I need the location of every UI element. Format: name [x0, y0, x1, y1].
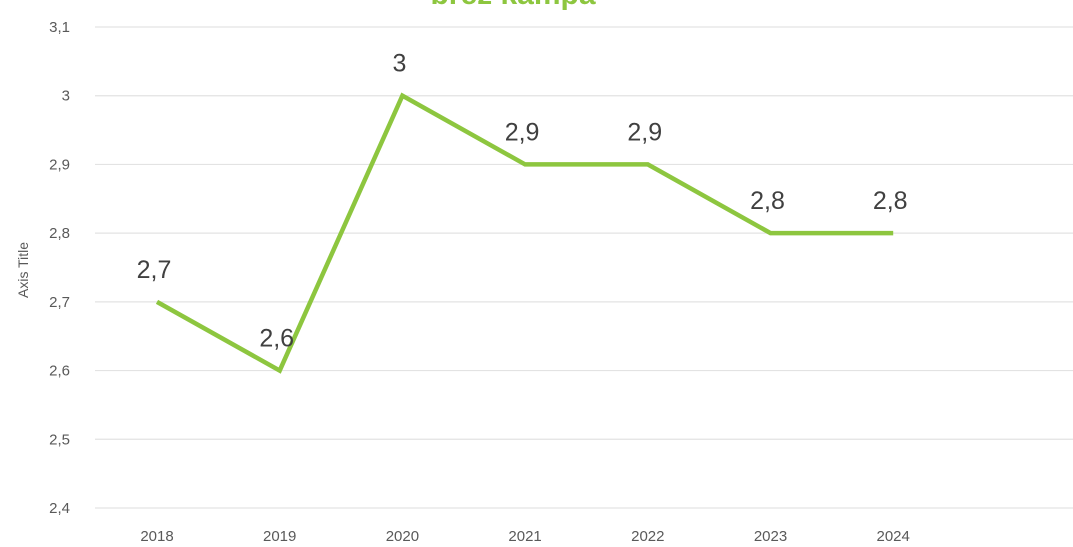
data-label: 2,8 — [750, 187, 785, 215]
y-tick-label: 3,1 — [49, 19, 70, 36]
y-tick-labels: 2,4 2,5 2,6 2,7 2,8 2,9 3 3,1 — [49, 19, 70, 517]
x-tick-label: 2023 — [754, 528, 787, 545]
x-tick-label: 2022 — [631, 528, 664, 545]
x-tick-label: 2021 — [508, 528, 541, 545]
x-tick-label: 2020 — [386, 528, 419, 545]
x-tick-label: 2024 — [877, 528, 910, 545]
data-labels: 2,7 2,6 3 2,9 2,9 2,8 2,8 — [137, 50, 908, 353]
data-label: 2,9 — [505, 118, 540, 146]
gridlines — [95, 26, 1073, 509]
chart-title: brez kampa — [430, 0, 595, 11]
data-label: 2,7 — [137, 256, 172, 284]
y-tick-label: 2,9 — [49, 156, 70, 173]
y-axis-title: Axis Title — [15, 242, 31, 298]
x-tick-label: 2019 — [263, 528, 296, 545]
data-label: 3 — [392, 50, 406, 78]
y-tick-label: 2,6 — [49, 363, 70, 380]
x-tick-label: 2018 — [140, 528, 173, 545]
data-label: 2,9 — [627, 118, 662, 146]
series-layer — [155, 92, 894, 374]
y-tick-label: 3 — [62, 88, 70, 105]
y-tick-label: 2,4 — [49, 500, 70, 517]
y-tick-label: 2,7 — [49, 294, 70, 311]
y-tick-label: 2,8 — [49, 225, 70, 242]
data-label: 2,8 — [873, 187, 908, 215]
data-label: 2,6 — [259, 325, 294, 353]
x-tick-labels: 2018 2019 2020 2021 2022 2023 2024 — [140, 528, 910, 545]
y-tick-label: 2,5 — [49, 431, 70, 448]
